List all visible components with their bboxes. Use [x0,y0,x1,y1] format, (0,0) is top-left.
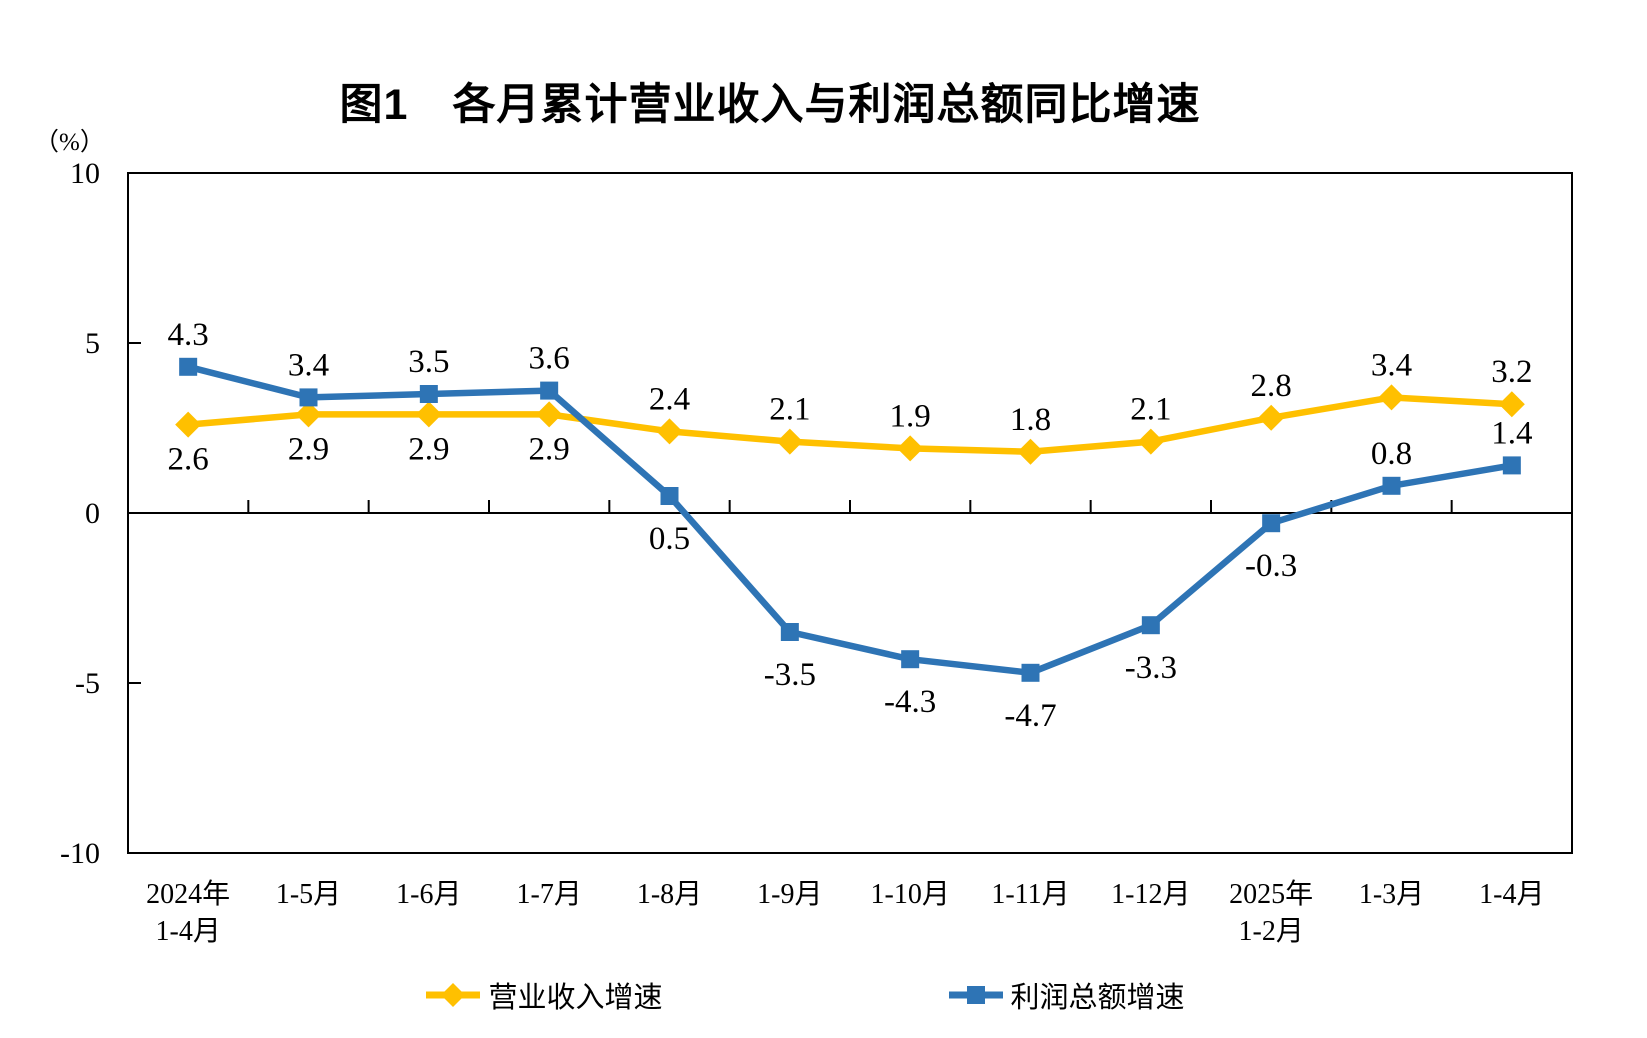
x-axis-label: 1-4月 [1479,879,1544,910]
data-point-diamond-marker [415,401,442,428]
data-point-square-marker [419,385,438,403]
data-point-square-marker [1021,663,1040,682]
y-axis-tick-label: -5 [75,667,100,700]
legend-diamond-marker-icon [426,983,481,1007]
data-point-label: -0.3 [1245,548,1297,584]
y-axis-unit-label: （%） [34,129,105,156]
x-axis-label: 1-3月 [1359,879,1424,910]
y-axis-tick-label: -10 [60,837,100,870]
data-point-square-marker [1382,476,1401,495]
data-point-label: -4.7 [1004,698,1056,734]
data-point-label: 2.9 [529,431,570,467]
x-axis-label: 2025年 [1229,878,1313,910]
data-point-label: 1.8 [1010,402,1051,438]
data-point-square-marker [299,388,318,407]
data-point-square-marker [179,357,198,376]
x-axis-label: 1-8月 [637,879,702,910]
data-point-label: 2.9 [288,431,329,467]
x-axis-label: 1-9月 [757,879,822,910]
data-point-diamond-marker [776,428,803,455]
series-line-1 [184,363,1516,677]
series-line-0 [184,394,1516,456]
data-point-diamond-marker [1137,428,1164,455]
chart-legend: 营业收入增速 利润总额增速 [0,974,1610,1016]
data-point-label: 2.1 [1130,392,1171,428]
data-point-square-marker [1502,456,1521,475]
data-point-label: 3.4 [288,347,329,383]
data-point-label: 3.4 [1371,347,1412,383]
data-point-label: 3.2 [1491,354,1532,390]
data-point-label: -4.3 [884,684,936,720]
legend-square-marker-icon [948,986,1003,1004]
x-axis-label: 1-5月 [276,879,341,910]
legend-item-profit-growth: 利润总额增速 [948,974,1185,1016]
x-axis-label: 1-7月 [517,879,582,910]
data-point-label: 2.8 [1251,368,1292,404]
data-point-label: 0.5 [649,521,690,557]
data-point-label: -3.5 [764,657,816,693]
x-axis-label: 1-4月 [156,916,221,947]
data-point-label: 3.6 [529,341,570,377]
legend-label-profit-growth: 利润总额增速 [1010,982,1185,1014]
data-point-square-marker [540,381,559,400]
data-point-label: 1.9 [890,398,931,434]
legend-item-revenue-growth: 营业收入增速 [425,974,663,1016]
data-point-label: 3.5 [408,344,449,380]
x-axis-label: 1-11月 [991,879,1069,910]
data-point-diamond-marker [1378,384,1405,411]
data-point-diamond-marker [656,418,683,445]
data-point-label: 2.4 [649,381,690,417]
data-point-label: 2.6 [168,442,209,478]
data-point-square-marker [780,623,799,641]
data-point-diamond-marker [1498,391,1525,418]
data-point-label: -3.3 [1125,650,1177,686]
x-axis-label: 2024年 [146,878,230,910]
data-point-diamond-marker [1017,438,1044,465]
data-point-diamond-marker [295,401,322,428]
data-point-square-marker [660,487,679,505]
chart-title: 图1 各月累计营业收入与利润总额同比增速 [339,81,1201,129]
y-axis-tick-label: 5 [85,327,100,360]
x-axis-label: 1-10月 [871,879,950,910]
y-axis-tick-label: 10 [70,157,100,190]
data-point-diamond-marker [1258,404,1285,431]
legend-label-revenue-growth: 营业收入增速 [488,982,663,1014]
data-point-diamond-marker [536,401,563,428]
data-point-square-marker [1262,514,1281,533]
data-point-label: 2.9 [408,431,449,467]
data-point-square-marker [901,650,920,669]
x-axis-label: 1-6月 [396,879,461,910]
x-axis-label: 1-12月 [1111,879,1190,910]
data-point-label: 2.1 [769,392,810,428]
data-point-square-marker [1141,616,1160,635]
data-point-label: 4.3 [168,317,209,353]
data-point-diamond-marker [175,411,202,438]
data-point-label: 1.4 [1491,415,1532,451]
line-chart: 10 5 0 -5 -10 2024年 1-4月 1-5月 1-6月 1-7月 1-8月 1-9月 1-… [60,157,1573,947]
x-axis-label: 1-2月 [1239,916,1304,947]
data-point-label: 0.8 [1371,436,1412,472]
data-point-diamond-marker [897,435,924,462]
y-axis-tick-label: 0 [85,497,100,530]
